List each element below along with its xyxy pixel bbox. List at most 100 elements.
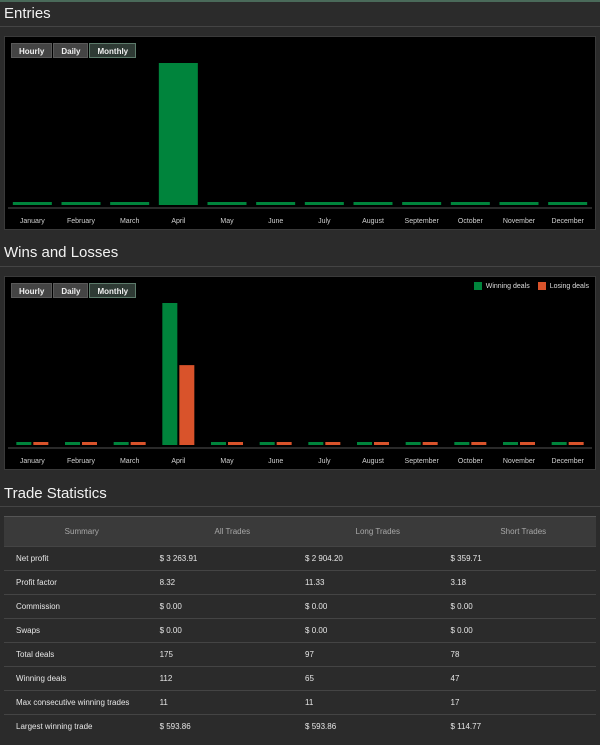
winning-bar-november xyxy=(503,442,518,445)
month-label-june: June xyxy=(268,458,283,465)
month-label-september: September xyxy=(405,218,440,225)
month-label-march: March xyxy=(120,458,140,465)
row-label: Profit factor xyxy=(4,570,160,595)
winning-bar-april xyxy=(162,303,178,445)
tab-daily[interactable]: Daily xyxy=(53,283,89,298)
row-value: $ 0.00 xyxy=(159,594,306,619)
row-value: $ 2 904.20 xyxy=(305,546,451,571)
month-label-july: July xyxy=(318,458,331,465)
row-value: 17 xyxy=(450,690,596,715)
row-label: Max consecutive winning trades xyxy=(4,690,160,715)
row-label: Net profit xyxy=(4,546,160,571)
row-value: $ 3 263.91 xyxy=(159,546,306,571)
tab-hourly[interactable]: Hourly xyxy=(11,283,53,298)
winning-bar-december xyxy=(551,442,567,445)
legend-losing-label: Losing deals xyxy=(549,282,589,290)
row-value: 3.18 xyxy=(450,570,596,595)
losing-bar-january xyxy=(33,442,49,445)
tab-hourly[interactable]: Hourly xyxy=(11,43,53,58)
tab-monthly[interactable]: Monthly xyxy=(89,43,137,58)
wins-losses-chart-panel: Hourly Daily Monthly Winning deals Losin… xyxy=(4,276,596,470)
row-value: 8.32 xyxy=(159,570,306,595)
entries-title: Entries xyxy=(4,5,51,22)
row-value: $ 114.77 xyxy=(450,714,596,738)
row-value: $ 0.00 xyxy=(305,618,451,643)
table-row: Largest winning trade $ 593.86 $ 593.86 $ 1… xyxy=(4,714,596,738)
month-label-november: November xyxy=(503,458,536,465)
losing-bar-april xyxy=(179,365,195,445)
bar-july xyxy=(304,202,344,205)
winning-bar-october xyxy=(454,442,470,445)
row-value: $ 0.00 xyxy=(450,618,596,643)
month-label-august: August xyxy=(362,458,384,465)
losing-bar-august xyxy=(374,442,389,445)
legend-winning-swatch xyxy=(473,282,482,290)
row-value: 11.33 xyxy=(305,570,451,595)
row-label: Total deals xyxy=(4,642,160,667)
month-label-april: April xyxy=(171,458,185,465)
losing-bar-december xyxy=(568,442,584,445)
month-label-december: December xyxy=(552,218,585,225)
row-value: 97 xyxy=(305,642,451,667)
wins-losses-title: Wins and Losses xyxy=(4,244,119,261)
month-label-january: January xyxy=(20,458,45,465)
row-label: Largest winning trade xyxy=(4,714,160,738)
row-value: 47 xyxy=(450,666,596,691)
row-value: 78 xyxy=(450,642,596,667)
bar-november xyxy=(499,202,539,205)
winning-bar-july xyxy=(308,442,324,445)
month-label-december: December xyxy=(552,458,585,465)
month-label-january: January xyxy=(20,218,45,225)
losing-bar-june xyxy=(276,442,292,445)
table-row: Total deals 175 97 78 xyxy=(4,642,596,667)
winning-bar-june xyxy=(259,442,275,445)
month-label-may: May xyxy=(220,458,234,465)
month-label-may: May xyxy=(220,218,234,225)
month-label-june: June xyxy=(268,218,283,225)
row-value: $ 593.86 xyxy=(305,714,451,738)
month-label-july: July xyxy=(318,218,331,225)
header-long-trades: Long Trades xyxy=(305,516,451,547)
tab-daily[interactable]: Daily xyxy=(53,43,89,58)
winning-bar-september xyxy=(405,442,421,445)
row-value: 65 xyxy=(305,666,451,691)
chart-legend: Winning deals Losing deals xyxy=(466,282,589,290)
month-label-february: February xyxy=(67,218,96,225)
entries-period-tabs: Hourly Daily Monthly xyxy=(11,43,137,58)
row-value: 112 xyxy=(159,666,306,691)
table-row: Winning deals 112 65 47 xyxy=(4,666,596,691)
row-value: $ 593.86 xyxy=(159,714,306,738)
winning-bar-february xyxy=(65,442,80,445)
row-label: Winning deals xyxy=(4,666,160,691)
legend-winning: Winning deals xyxy=(473,282,530,290)
losing-bar-march xyxy=(130,442,146,445)
table-row: Max consecutive winning trades 11 11 17 xyxy=(4,690,596,715)
bar-september xyxy=(402,202,442,205)
winning-bar-may xyxy=(211,442,226,445)
legend-winning-label: Winning deals xyxy=(485,282,530,290)
bar-february xyxy=(61,202,101,205)
month-label-february: February xyxy=(67,458,96,465)
header-all-trades: All Trades xyxy=(159,516,306,547)
row-value: 11 xyxy=(159,690,306,715)
bar-april xyxy=(158,63,198,205)
month-label-october: October xyxy=(458,218,484,225)
top-accent-line xyxy=(0,0,600,2)
row-value: 11 xyxy=(305,690,451,715)
winning-bar-january xyxy=(16,442,32,445)
row-value: $ 0.00 xyxy=(159,618,306,643)
bar-may xyxy=(207,202,247,205)
month-label-april: April xyxy=(171,218,185,225)
bar-june xyxy=(256,202,296,205)
bar-march xyxy=(110,202,150,205)
losing-bar-october xyxy=(471,442,487,445)
row-value: $ 359.71 xyxy=(450,546,596,571)
entries-divider xyxy=(0,26,600,27)
entries-bar-chart: January February March April May June July Augu… xyxy=(8,63,592,225)
wins-losses-divider xyxy=(0,266,600,267)
bar-august xyxy=(353,202,393,205)
tab-monthly[interactable]: Monthly xyxy=(89,283,137,298)
trade-statistics-title: Trade Statistics xyxy=(4,485,107,502)
bar-december xyxy=(548,202,588,205)
row-value: 175 xyxy=(159,642,306,667)
